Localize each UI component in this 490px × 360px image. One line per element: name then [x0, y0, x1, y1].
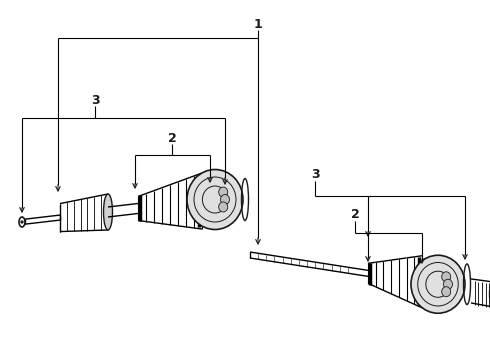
Ellipse shape: [21, 221, 23, 223]
Ellipse shape: [441, 287, 451, 297]
Ellipse shape: [220, 194, 229, 204]
Ellipse shape: [219, 202, 228, 212]
Text: 1: 1: [254, 18, 262, 31]
Text: 2: 2: [351, 208, 359, 221]
Ellipse shape: [219, 187, 228, 197]
Ellipse shape: [411, 255, 465, 313]
Text: 3: 3: [91, 94, 99, 107]
Text: 3: 3: [311, 168, 319, 181]
Text: 2: 2: [168, 131, 176, 144]
Ellipse shape: [441, 272, 451, 282]
Ellipse shape: [103, 194, 113, 230]
Ellipse shape: [187, 170, 243, 230]
Ellipse shape: [443, 279, 452, 289]
